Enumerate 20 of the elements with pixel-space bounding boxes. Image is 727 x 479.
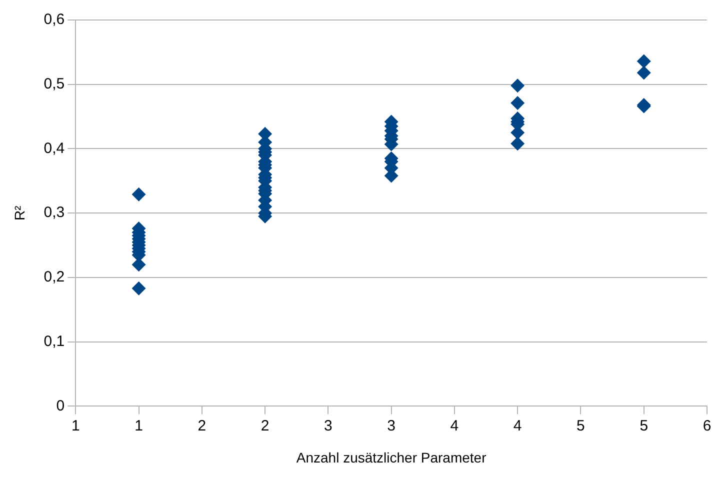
x-tick-label: 5: [576, 417, 585, 434]
y-tick-label: 0: [56, 397, 65, 414]
y-tick-label: 0,2: [44, 268, 65, 286]
x-tick-label: 2: [260, 417, 270, 434]
x-tick-label: 2: [198, 417, 206, 434]
y-axis-title: R²: [11, 205, 28, 220]
x-tick-label: 5: [640, 417, 648, 434]
x-tick-label: 3: [324, 417, 332, 434]
x-tick-label: 1: [134, 417, 143, 434]
x-axis-title: Anzahl zusätzlicher Parameter: [296, 449, 487, 466]
x-tick-label: 4: [450, 417, 459, 434]
y-tick-label: 0,4: [44, 140, 65, 157]
x-tick-label: 6: [702, 417, 712, 434]
x-tick-label: 1: [71, 417, 80, 434]
y-tick-label: 0,6: [44, 11, 65, 28]
y-tick-label: 0,1: [44, 332, 65, 350]
y-tick-label: 0,3: [44, 204, 65, 222]
y-tick-label: 0,5: [44, 76, 65, 93]
x-tick-label: 4: [513, 417, 522, 434]
x-tick-label: 3: [387, 417, 396, 434]
